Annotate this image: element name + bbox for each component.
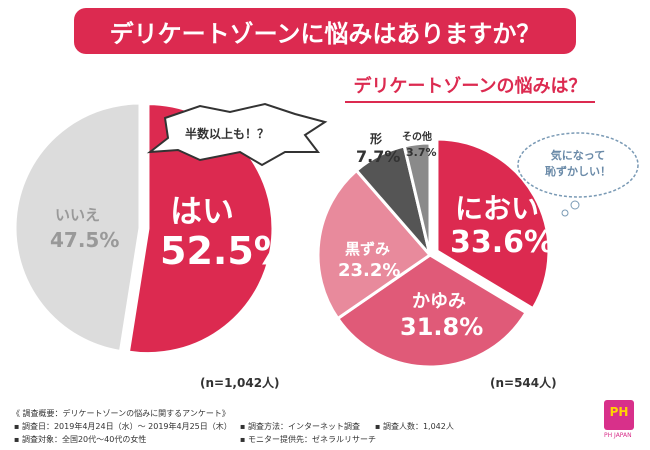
title-banner: デリケートゾーンに悩みはありますか？ [74,8,576,54]
pct-yes: 52.5% [160,229,292,273]
label-dark: 黒ずみ [345,240,391,258]
callout-right-1: 気になって [550,149,606,162]
pie-left [13,101,275,356]
label-yes: はい [170,192,235,230]
slice-いいえ [13,101,142,354]
n-right: (n=544人) [490,376,557,390]
n-left: (n=1,042人) [200,376,280,390]
pie-right [316,137,551,369]
footer-date: ▪ 調査日：2019年4月24日（水）～ 2019年4月25日（木） [14,422,232,431]
footer-provider: ▪ モニター提供先：ゼネラルリサーチ [240,435,376,444]
callout-burst [146,102,328,167]
slice-かゆみ [335,253,529,369]
subtitle: デリケートゾーンの悩みは？ [345,72,595,103]
slice-その他 [402,141,432,256]
slice-におい [435,137,551,311]
footer-method: ▪ 調査方法：インターネット調査 [240,422,360,431]
pct-other: 3.7% [406,146,437,159]
label-shape: 形 [370,132,383,146]
footer-summary: 《 調査概要：デリケートゾーンの悩みに関するアンケート》 [12,409,230,418]
thought-bubble-dot [561,209,569,217]
logo-sub: PH JAPAN [604,432,632,439]
label-smell: におい [455,192,540,225]
footer-count: ▪ 調査人数：1,042人 [375,422,454,431]
thought-bubble-dot [570,200,580,210]
label-no: いいえ [55,206,101,224]
footer-target: ▪ 調査対象：全国20代～40代の女性 [14,435,147,444]
callout-left: 半数以上も！？ [185,127,270,141]
pct-smell: 33.6% [450,225,555,260]
ph-japan-logo: PH [604,400,634,430]
pct-shape: 7.7% [356,147,401,166]
thought-cloud [517,132,639,198]
label-other: その他 [402,132,432,143]
pct-dark: 23.2% [338,260,401,281]
slice-黒ずみ [316,168,433,321]
pct-itch: 31.8% [400,313,484,341]
label-itch: かゆみ [412,291,466,312]
pct-no: 47.5% [50,228,120,252]
callout-right-2: 恥ずかしい！ [545,165,611,178]
